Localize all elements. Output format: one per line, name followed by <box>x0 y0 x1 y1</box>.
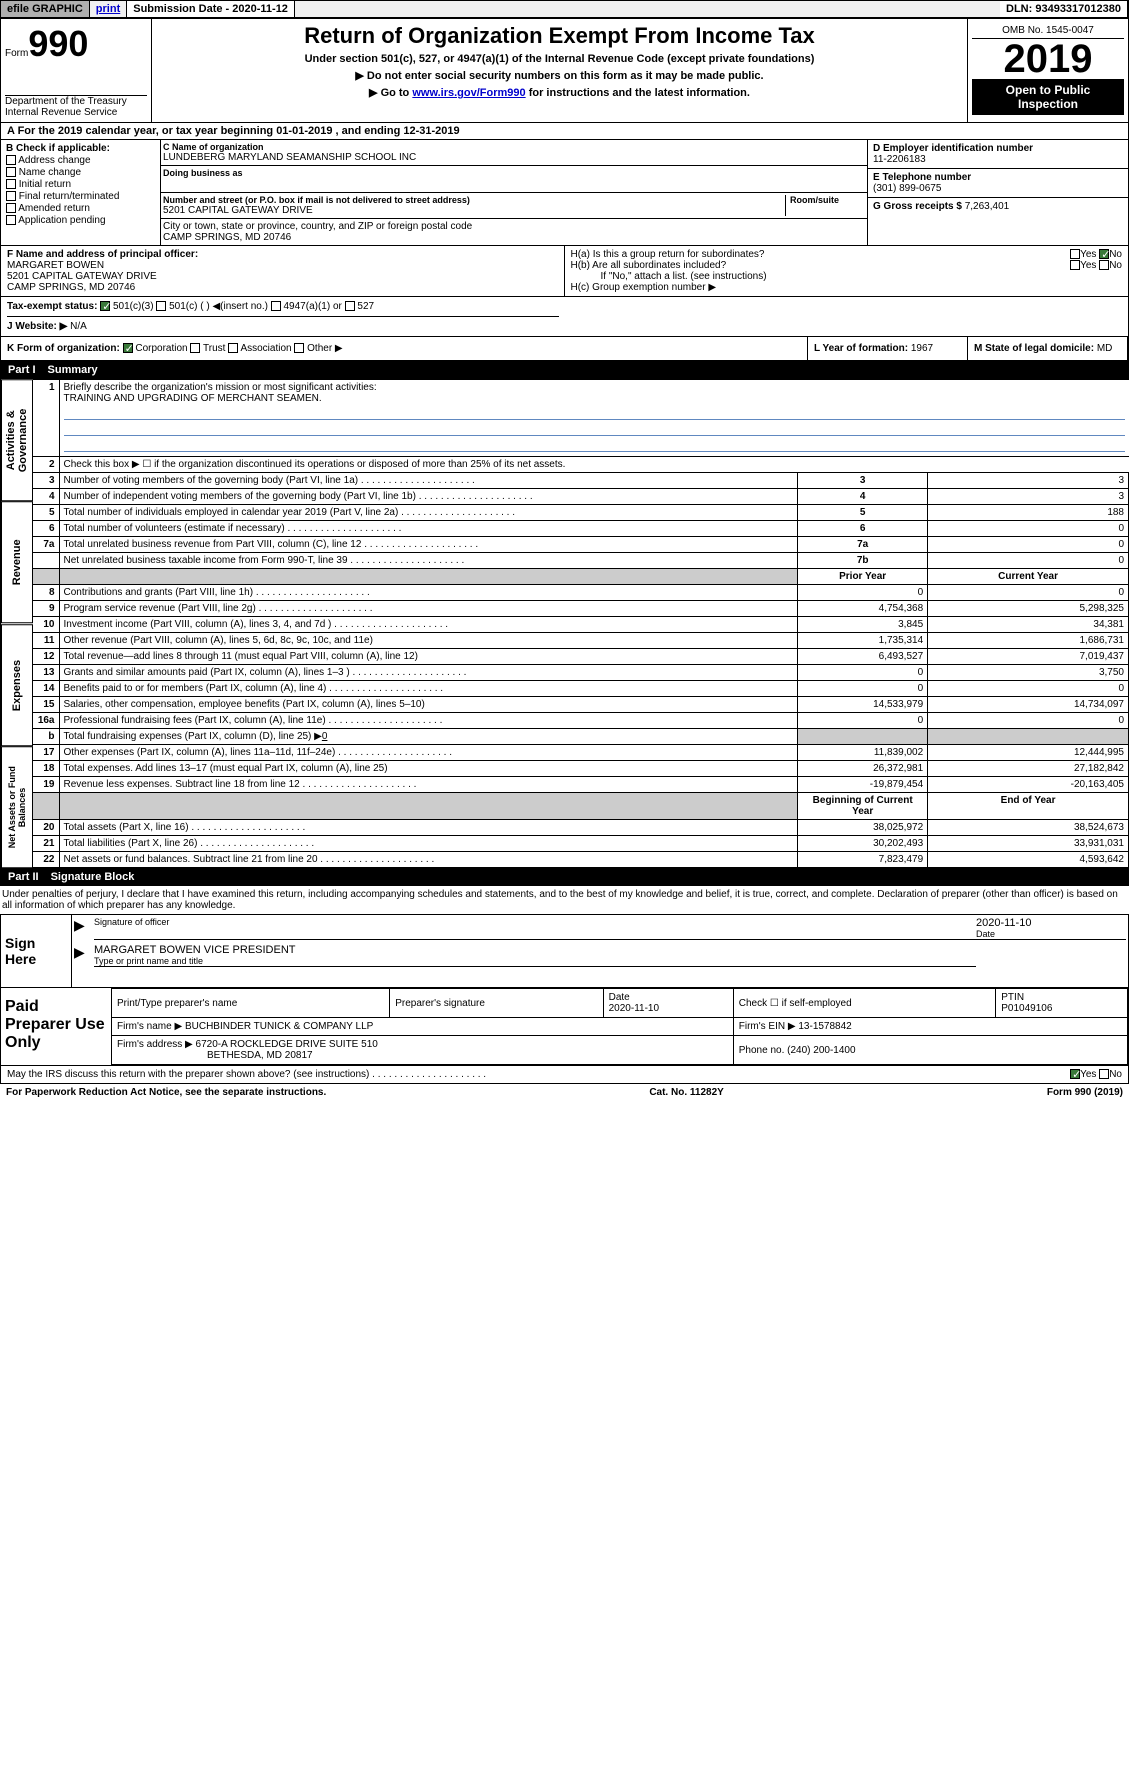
year-formation: 1967 <box>911 343 933 354</box>
summary-section: Activities & Governance Revenue Expenses… <box>0 379 1129 868</box>
preparer-label: Paid Preparer Use Only <box>1 988 111 1065</box>
title-area: Return of Organization Exempt From Incom… <box>151 19 968 122</box>
org-city: CAMP SPRINGS, MD 20746 <box>163 232 865 243</box>
subtitle-3: Go to www.irs.gov/Form990 for instructio… <box>156 86 963 99</box>
box-f: F Name and address of principal officer:… <box>1 246 565 296</box>
dept-treasury: Department of the Treasury Internal Reve… <box>5 95 147 118</box>
open-public-badge: Open to Public Inspection <box>972 79 1124 115</box>
discuss-row: May the IRS discuss this return with the… <box>0 1066 1129 1084</box>
sidebar-netassets: Net Assets or Fund Balances <box>1 746 33 868</box>
cb-final[interactable]: Final return/terminated <box>6 191 155 202</box>
year-box: OMB No. 1545-0047 2019 Open to Public In… <box>968 19 1128 122</box>
right-col: D Employer identification number 11-2206… <box>868 140 1128 245</box>
state-domicile: MD <box>1097 343 1113 354</box>
sign-here-label: Sign Here <box>1 915 71 987</box>
efile-label: efile GRAPHIC <box>1 1 90 17</box>
preparer-block: Paid Preparer Use Only Print/Type prepar… <box>0 988 1129 1066</box>
print-link[interactable]: print <box>96 3 120 15</box>
phone: (301) 899-0675 <box>873 183 1123 194</box>
dln: DLN: 93493317012380 <box>1000 1 1128 17</box>
cb-pending[interactable]: Application pending <box>6 215 155 226</box>
info-grid: B Check if applicable: Address change Na… <box>0 140 1129 246</box>
org-name: LUNDEBERG MARYLAND SEAMANSHIP SCHOOL INC <box>163 152 865 163</box>
period-row: A For the 2019 calendar year, or tax yea… <box>0 123 1129 140</box>
instructions-link[interactable]: www.irs.gov/Form990 <box>412 87 525 99</box>
submission-date: Submission Date - 2020-11-12 <box>127 1 295 17</box>
summary-table: 1 Briefly describe the organization's mi… <box>33 379 1129 868</box>
sidebar-revenue: Revenue <box>1 501 33 623</box>
footer: For Paperwork Reduction Act Notice, see … <box>0 1084 1129 1101</box>
main-title: Return of Organization Exempt From Incom… <box>156 23 963 49</box>
ein: 11-2206183 <box>873 154 1123 165</box>
subtitle-2: Do not enter social security numbers on … <box>156 69 963 82</box>
officer-name: MARGARET BOWEN VICE PRESIDENT <box>94 944 976 956</box>
sidebar-governance: Activities & Governance <box>1 379 33 501</box>
website-value: N/A <box>70 321 87 332</box>
sidebar-expenses: Expenses <box>1 624 33 746</box>
cb-namechange[interactable]: Name change <box>6 167 155 178</box>
part1-header: Part I Summary <box>0 361 1129 379</box>
tax-exempt-status: Tax-exempt status: 501(c)(3) 501(c) ( ) … <box>1 297 565 336</box>
gross-receipts: 7,263,401 <box>965 201 1010 212</box>
signature-block: Sign Here ▶ Signature of officer 2020-11… <box>0 914 1129 988</box>
part2-header: Part II Signature Block <box>0 868 1129 886</box>
mission: TRAINING AND UPGRADING OF MERCHANT SEAME… <box>64 393 1125 404</box>
form-header: Form990 Department of the Treasury Inter… <box>0 18 1129 123</box>
form-org-row: K Form of organization: Corporation Trus… <box>0 337 1129 361</box>
box-b: B Check if applicable: Address change Na… <box>1 140 161 245</box>
box-h: H(a) Is this a group return for subordin… <box>565 246 1129 296</box>
firm-name: BUCHBINDER TUNICK & COMPANY LLP <box>185 1021 373 1032</box>
officer-row: F Name and address of principal officer:… <box>0 246 1129 297</box>
declaration: Under penalties of perjury, I declare th… <box>0 886 1129 914</box>
subtitle-1: Under section 501(c), 527, or 4947(a)(1)… <box>156 53 963 65</box>
box-c: C Name of organization LUNDEBERG MARYLAN… <box>161 140 868 245</box>
org-address: 5201 CAPITAL GATEWAY DRIVE <box>163 205 785 216</box>
cb-initial[interactable]: Initial return <box>6 179 155 190</box>
form-number-block: Form990 Department of the Treasury Inter… <box>1 19 151 122</box>
status-row: Tax-exempt status: 501(c)(3) 501(c) ( ) … <box>0 297 1129 337</box>
top-bar: efile GRAPHIC print Submission Date - 20… <box>0 0 1129 18</box>
cb-amended[interactable]: Amended return <box>6 203 155 214</box>
tax-year: 2019 <box>972 39 1124 79</box>
cb-address[interactable]: Address change <box>6 155 155 166</box>
